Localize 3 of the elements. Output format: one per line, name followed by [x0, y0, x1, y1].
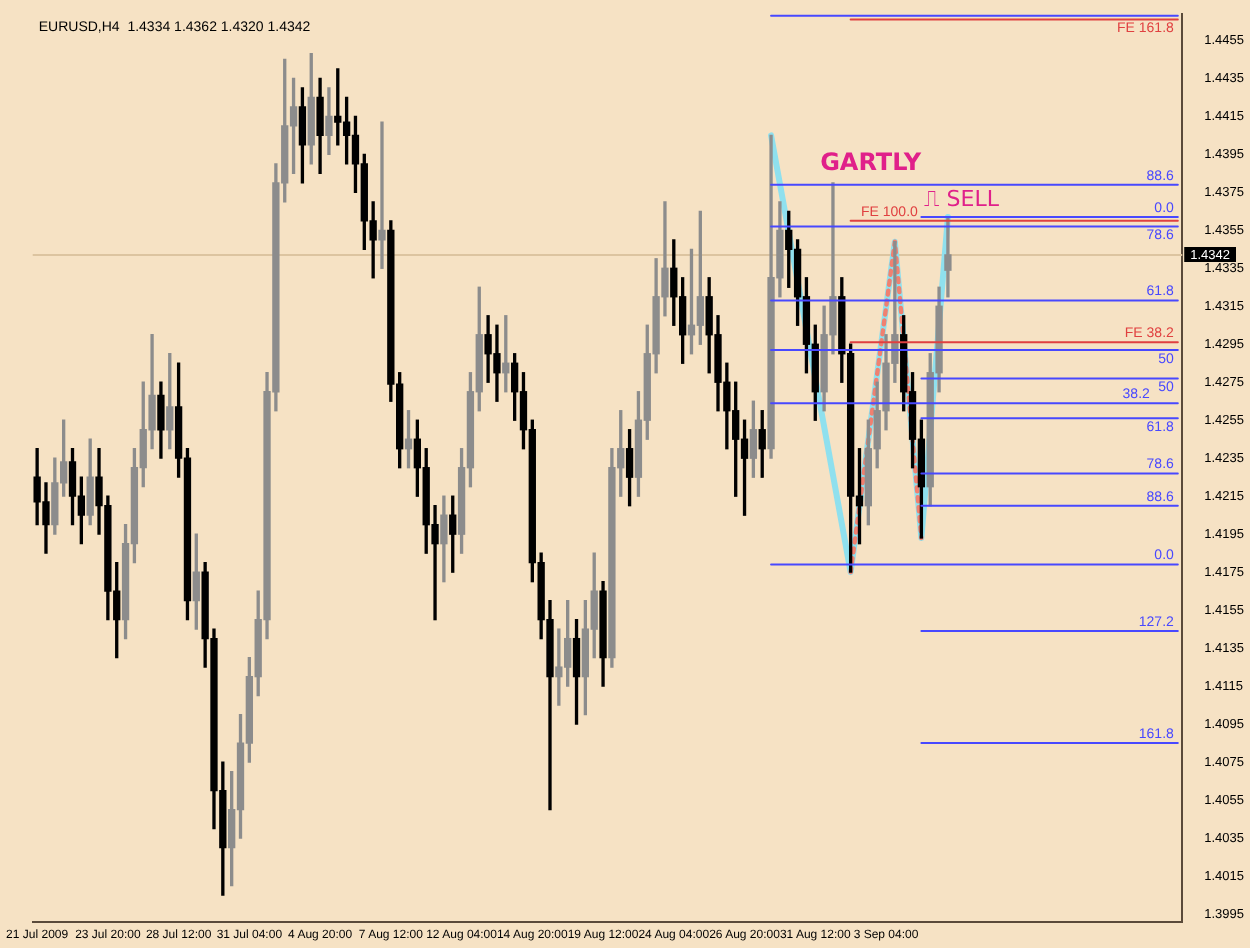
annotation: GARTLY [820, 147, 922, 176]
candlestick [378, 121, 386, 269]
annotation: ⎍ SELL [923, 185, 1001, 212]
